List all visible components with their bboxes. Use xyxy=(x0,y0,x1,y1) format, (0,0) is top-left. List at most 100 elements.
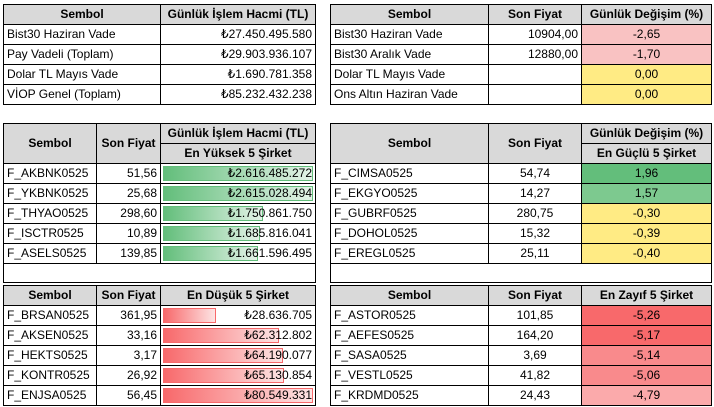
table-row[interactable]: Dolar TL Mayıs Vade ₺1.690.781.358 xyxy=(3,64,316,85)
price-cell[interactable]: 3,17 xyxy=(96,345,161,366)
symbol-cell[interactable]: Ons Altın Haziran Vade xyxy=(330,84,489,105)
symbol-cell[interactable]: F_VESTL0525 xyxy=(330,365,489,386)
price-cell[interactable]: 15,32 xyxy=(488,223,582,244)
header-price[interactable]: Son Fiyat xyxy=(488,285,582,306)
table-row[interactable]: F_HEKTS0525 3,17 ₺64.190.077 xyxy=(3,345,316,366)
price-cell[interactable]: 101,85 xyxy=(488,305,582,326)
symbol-cell[interactable]: F_EKGYO0525 xyxy=(330,183,489,204)
price-cell[interactable]: 164,20 xyxy=(488,325,582,346)
header-sembol[interactable]: Sembol xyxy=(330,4,489,25)
table-row[interactable]: F_ASELS0525 139,85 ₺1.661.596.495 xyxy=(3,243,316,264)
subheader-top-5[interactable]: En Yüksek 5 Şirket xyxy=(160,143,316,164)
price-cell[interactable]: 26,92 xyxy=(96,365,161,386)
symbol-cell[interactable]: F_AKSEN0525 xyxy=(3,325,97,346)
volume-cell[interactable]: ₺64.190.077 xyxy=(160,345,316,366)
price-cell[interactable]: 41,82 xyxy=(488,365,582,386)
symbol-cell[interactable]: Dolar TL Mayıs Vade xyxy=(3,64,161,85)
volume-cell[interactable]: ₺29.903.936.107 xyxy=(160,44,316,65)
symbol-cell[interactable]: VİOP Genel (Toplam) xyxy=(3,84,161,105)
table-row[interactable]: F_VESTL0525 41,82 -5,06 xyxy=(330,365,712,386)
volume-cell[interactable]: ₺85.232.432.238 xyxy=(160,84,316,105)
table-row[interactable]: F_SASA0525 3,69 -5,14 xyxy=(330,345,712,366)
symbol-cell[interactable]: F_ASTOR0525 xyxy=(330,305,489,326)
header-sembol[interactable]: Sembol xyxy=(3,123,97,164)
symbol-cell[interactable]: F_KRDMD0525 xyxy=(330,385,489,406)
symbol-cell[interactable]: F_ISCTR0525 xyxy=(3,223,97,244)
change-cell[interactable]: -0,30 xyxy=(581,203,712,224)
header-weakest-5[interactable]: En Zayıf 5 Şirket xyxy=(581,285,712,306)
header-volume[interactable]: Günlük İşlem Hacmi (TL) xyxy=(160,123,316,144)
symbol-cell[interactable]: F_SASA0525 xyxy=(330,345,489,366)
symbol-cell[interactable]: F_ENJSA0525 xyxy=(3,385,97,406)
header-sembol[interactable]: Sembol xyxy=(3,285,97,306)
table-row[interactable]: Bist30 Haziran Vade ₺27.450.495.580 xyxy=(3,24,316,45)
symbol-cell[interactable]: Bist30 Haziran Vade xyxy=(3,24,161,45)
change-cell[interactable]: 0,00 xyxy=(581,84,712,105)
change-cell[interactable]: -1,70 xyxy=(581,44,712,65)
price-cell[interactable]: 25,68 xyxy=(96,183,161,204)
price-cell[interactable]: 54,74 xyxy=(488,163,582,184)
header-lowest-5[interactable]: En Düşük 5 Şirket xyxy=(160,285,316,306)
symbol-cell[interactable]: F_THYAO0525 xyxy=(3,203,97,224)
change-cell[interactable]: -5,17 xyxy=(581,325,712,346)
change-cell[interactable]: -4,79 xyxy=(581,385,712,406)
symbol-cell[interactable]: Bist30 Haziran Vade xyxy=(330,24,489,45)
header-price[interactable]: Son Fiyat xyxy=(488,123,582,164)
change-cell[interactable]: -0,40 xyxy=(581,243,712,264)
change-cell[interactable]: 1,96 xyxy=(581,163,712,184)
header-price[interactable]: Son Fiyat xyxy=(96,123,161,164)
volume-cell[interactable]: ₺1.661.596.495 xyxy=(160,243,316,264)
table-row[interactable]: F_BRSAN0525 361,95 ₺28.636.705 xyxy=(3,305,316,326)
change-cell[interactable]: -5,06 xyxy=(581,365,712,386)
symbol-cell[interactable]: F_YKBNK0525 xyxy=(3,183,97,204)
change-cell[interactable]: -5,14 xyxy=(581,345,712,366)
symbol-cell[interactable]: Dolar TL Mayıs Vade xyxy=(330,64,489,85)
table-row[interactable]: F_CIMSA0525 54,74 1,96 xyxy=(330,163,712,184)
change-cell[interactable]: -5,26 xyxy=(581,305,712,326)
volume-cell[interactable]: ₺1.685.816.041 xyxy=(160,223,316,244)
change-cell[interactable]: -0,39 xyxy=(581,223,712,244)
symbol-cell[interactable]: F_KONTR0525 xyxy=(3,365,97,386)
header-change[interactable]: Günlük Değişim (%) xyxy=(581,123,712,144)
volume-cell[interactable]: ₺27.450.495.580 xyxy=(160,24,316,45)
symbol-cell[interactable]: F_EREGL0525 xyxy=(330,243,489,264)
change-cell[interactable]: 0,00 xyxy=(581,64,712,85)
volume-cell[interactable]: ₺1.750.861.750 xyxy=(160,203,316,224)
header-volume[interactable]: Günlük İşlem Hacmi (TL) xyxy=(160,4,316,25)
volume-cell[interactable]: ₺62.312.802 xyxy=(160,325,316,346)
header-sembol[interactable]: Sembol xyxy=(330,285,489,306)
subheader-strongest-5[interactable]: En Güçlü 5 Şirket xyxy=(581,143,712,164)
empty-cell[interactable] xyxy=(330,263,712,283)
table-row[interactable]: Ons Altın Haziran Vade 0,00 xyxy=(330,84,712,105)
empty-cell[interactable] xyxy=(3,263,316,283)
table-row[interactable]: F_DOHOL0525 15,32 -0,39 xyxy=(330,223,712,244)
symbol-cell[interactable]: F_GUBRF0525 xyxy=(330,203,489,224)
symbol-cell[interactable]: F_AKBNK0525 xyxy=(3,163,97,184)
symbol-cell[interactable]: Pay Vadeli (Toplam) xyxy=(3,44,161,65)
volume-cell[interactable]: ₺28.636.705 xyxy=(160,305,316,326)
table-row[interactable]: Dolar TL Mayıs Vade 0,00 xyxy=(330,64,712,85)
table-row[interactable]: Pay Vadeli (Toplam) ₺29.903.936.107 xyxy=(3,44,316,65)
table-row[interactable]: F_ASTOR0525 101,85 -5,26 xyxy=(330,305,712,326)
price-cell[interactable]: 3,69 xyxy=(488,345,582,366)
price-cell[interactable] xyxy=(488,84,582,105)
table-row[interactable]: F_EKGYO0525 14,27 1,57 xyxy=(330,183,712,204)
volume-cell[interactable]: ₺80.549.331 xyxy=(160,385,316,406)
price-cell[interactable]: 361,95 xyxy=(96,305,161,326)
price-cell[interactable]: 25,11 xyxy=(488,243,582,264)
table-row[interactable]: F_AKBNK0525 51,56 ₺2.616.485.272 xyxy=(3,163,316,184)
volume-cell[interactable]: ₺2.616.485.272 xyxy=(160,163,316,184)
price-cell[interactable] xyxy=(488,64,582,85)
symbol-cell[interactable]: F_HEKTS0525 xyxy=(3,345,97,366)
header-sembol[interactable]: Sembol xyxy=(330,123,489,164)
price-cell[interactable]: 33,16 xyxy=(96,325,161,346)
header-change[interactable]: Günlük Değişim (%) xyxy=(581,4,712,25)
table-row[interactable]: F_ISCTR0525 10,89 ₺1.685.816.041 xyxy=(3,223,316,244)
volume-cell[interactable]: ₺2.615.028.494 xyxy=(160,183,316,204)
table-row[interactable]: F_THYAO0525 298,60 ₺1.750.861.750 xyxy=(3,203,316,224)
price-cell[interactable]: 14,27 xyxy=(488,183,582,204)
price-cell[interactable]: 298,60 xyxy=(96,203,161,224)
price-cell[interactable]: 10904,00 xyxy=(488,24,582,45)
table-row[interactable]: F_ENJSA0525 56,45 ₺80.549.331 xyxy=(3,385,316,406)
table-row[interactable]: F_AKSEN0525 33,16 ₺62.312.802 xyxy=(3,325,316,346)
